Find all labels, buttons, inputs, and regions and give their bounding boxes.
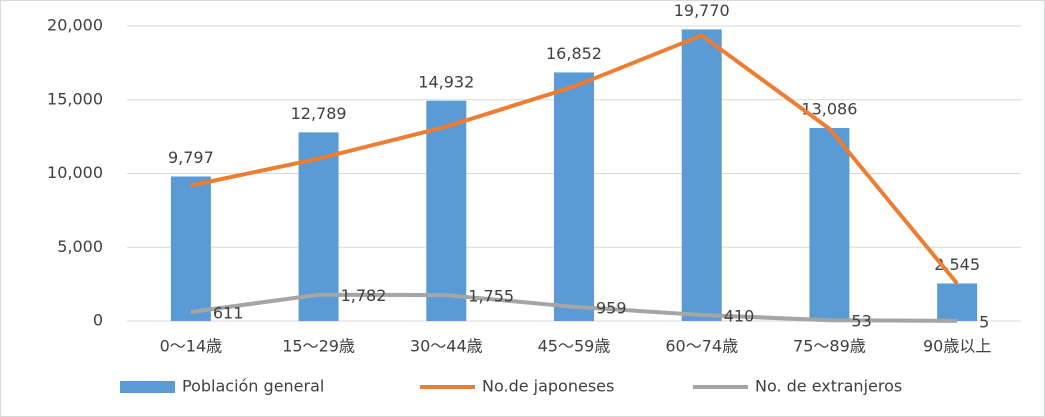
data-label: 53 [851, 312, 871, 331]
legend-swatch [120, 381, 175, 393]
bar [554, 72, 594, 321]
data-label: 410 [724, 306, 755, 325]
data-label: 1,755 [468, 287, 514, 306]
x-tick-label: 60～74歳 [665, 337, 738, 356]
bar [937, 283, 978, 321]
legend-label: No.de japoneses [482, 377, 614, 396]
y-tick-label: 20,000 [47, 16, 103, 35]
y-tick-label: 10,000 [47, 163, 103, 182]
bar [809, 127, 850, 321]
x-tick-label: 30～44歳 [410, 337, 483, 356]
data-label: 1,782 [341, 286, 387, 305]
data-label: 14,932 [418, 72, 474, 91]
data-label: 16,852 [546, 44, 602, 63]
data-label: 959 [596, 298, 627, 317]
bar [681, 29, 722, 322]
data-label: 12,789 [291, 104, 347, 123]
bar [426, 100, 467, 322]
data-label: 611 [213, 303, 244, 322]
line [190, 292, 958, 323]
line [190, 33, 959, 285]
data-label: 5 [979, 312, 989, 331]
data-label: 9,797 [168, 148, 214, 167]
x-tick-label: 15～29歳 [282, 337, 355, 356]
x-tick-label: 0～14歳 [160, 337, 223, 356]
x-tick-label: 45～59歳 [538, 337, 611, 356]
legend-label: No. de extranjeros [755, 377, 902, 396]
data-label: 13,086 [801, 99, 857, 118]
x-tick-label: 75～89歳 [793, 337, 866, 356]
y-tick-label: 5,000 [57, 237, 103, 256]
bar [170, 176, 211, 321]
data-label: 19,770 [674, 1, 730, 20]
y-tick-label: 15,000 [47, 89, 103, 108]
x-tick-label: 90歳以上 [923, 337, 991, 356]
legend-label: Población general [182, 377, 324, 396]
y-tick-label: 0 [93, 311, 103, 330]
bar [298, 132, 339, 321]
